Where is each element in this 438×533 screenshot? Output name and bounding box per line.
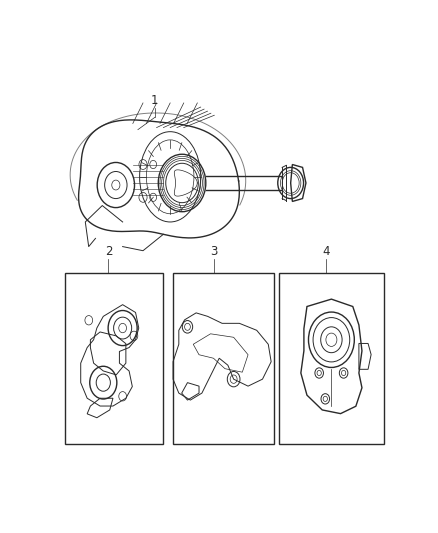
Bar — [173, 273, 274, 443]
Text: 1: 1 — [151, 94, 159, 107]
Text: 3: 3 — [211, 245, 218, 258]
Text: 2: 2 — [105, 245, 112, 258]
Bar — [65, 273, 163, 443]
Text: 4: 4 — [322, 245, 330, 258]
Bar — [279, 273, 384, 443]
